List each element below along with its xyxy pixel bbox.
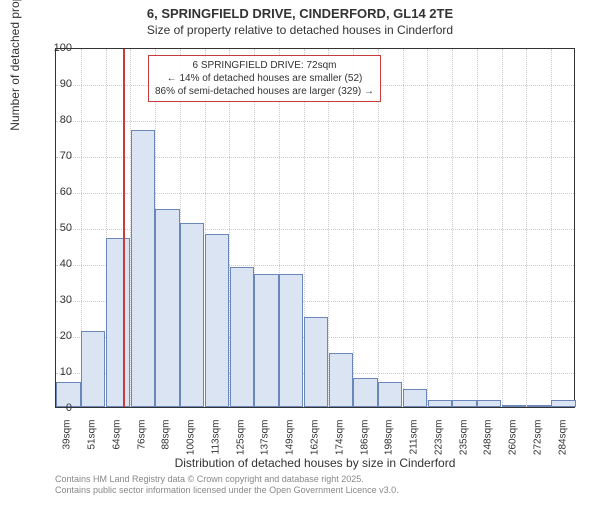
xtick-label: 100sqm — [186, 420, 197, 470]
ytick-label: 30 — [42, 294, 72, 306]
histogram-bar — [527, 405, 551, 407]
page-title-line2: Size of property relative to detached ho… — [0, 23, 600, 37]
gridline-v — [353, 49, 354, 407]
ytick-label: 100 — [42, 42, 72, 54]
histogram-bar — [81, 331, 105, 407]
ytick-label: 80 — [42, 114, 72, 126]
histogram-bar — [131, 130, 155, 407]
xtick-label: 248sqm — [483, 420, 494, 470]
ytick-label: 20 — [42, 330, 72, 342]
xtick-label: 162sqm — [310, 420, 321, 470]
credit-line1: Contains HM Land Registry data © Crown c… — [55, 474, 399, 485]
xtick-label: 272sqm — [532, 420, 543, 470]
histogram-bar — [353, 378, 377, 407]
xtick-label: 284sqm — [557, 420, 568, 470]
credit-line2: Contains public sector information licen… — [55, 485, 399, 496]
gridline-v — [502, 49, 503, 407]
gridline-v — [526, 49, 527, 407]
xtick-label: 223sqm — [433, 420, 444, 470]
xtick-label: 198sqm — [384, 420, 395, 470]
annotation-line: ← 14% of detached houses are smaller (52… — [155, 72, 374, 85]
histogram-bar — [106, 238, 130, 407]
histogram-bar — [230, 267, 254, 407]
annotation-line: 86% of semi-detached houses are larger (… — [155, 85, 374, 98]
xtick-label: 174sqm — [334, 420, 345, 470]
xtick-label: 113sqm — [210, 420, 221, 470]
xtick-label: 260sqm — [508, 420, 519, 470]
histogram-bar — [254, 274, 278, 407]
ytick-label: 70 — [42, 150, 72, 162]
histogram-bar — [205, 234, 229, 407]
reference-line — [123, 49, 125, 407]
xtick-label: 149sqm — [285, 420, 296, 470]
xtick-label: 211sqm — [409, 420, 420, 470]
histogram-bar — [304, 317, 328, 407]
gridline-v — [452, 49, 453, 407]
xtick-label: 88sqm — [161, 420, 172, 470]
xtick-label: 235sqm — [458, 420, 469, 470]
xtick-label: 51sqm — [87, 420, 98, 470]
histogram-bar — [279, 274, 303, 407]
histogram-bar — [551, 400, 575, 407]
histogram-bar — [180, 223, 204, 407]
xtick-label: 137sqm — [260, 420, 271, 470]
ytick-label: 40 — [42, 258, 72, 270]
gridline-v — [403, 49, 404, 407]
histogram-bar — [452, 400, 476, 407]
page-title-line1: 6, SPRINGFIELD DRIVE, CINDERFORD, GL14 2… — [0, 6, 600, 21]
credits: Contains HM Land Registry data © Crown c… — [55, 474, 399, 496]
ytick-label: 90 — [42, 78, 72, 90]
histogram-bar — [403, 389, 427, 407]
histogram-bar — [502, 405, 526, 407]
xtick-label: 64sqm — [111, 420, 122, 470]
histogram-bar — [329, 353, 353, 407]
ytick-label: 0 — [42, 402, 72, 414]
gridline-v — [427, 49, 428, 407]
chart-area: 6 SPRINGFIELD DRIVE: 72sqm← 14% of detac… — [55, 48, 575, 408]
histogram-bar — [477, 400, 501, 407]
gridline-v — [378, 49, 379, 407]
y-axis-label: Number of detached properties — [8, 0, 22, 228]
gridline-h — [56, 121, 574, 122]
annotation-line: 6 SPRINGFIELD DRIVE: 72sqm — [155, 59, 374, 72]
ytick-label: 60 — [42, 186, 72, 198]
ytick-label: 10 — [42, 366, 72, 378]
xtick-label: 76sqm — [136, 420, 147, 470]
gridline-v — [477, 49, 478, 407]
histogram-bar — [155, 209, 179, 407]
xtick-label: 125sqm — [235, 420, 246, 470]
plot-frame: 6 SPRINGFIELD DRIVE: 72sqm← 14% of detac… — [55, 48, 575, 408]
gridline-v — [551, 49, 552, 407]
annotation-box: 6 SPRINGFIELD DRIVE: 72sqm← 14% of detac… — [148, 55, 381, 102]
xtick-label: 39sqm — [62, 420, 73, 470]
histogram-bar — [428, 400, 452, 407]
ytick-label: 50 — [42, 222, 72, 234]
histogram-bar — [378, 382, 402, 407]
xtick-label: 186sqm — [359, 420, 370, 470]
